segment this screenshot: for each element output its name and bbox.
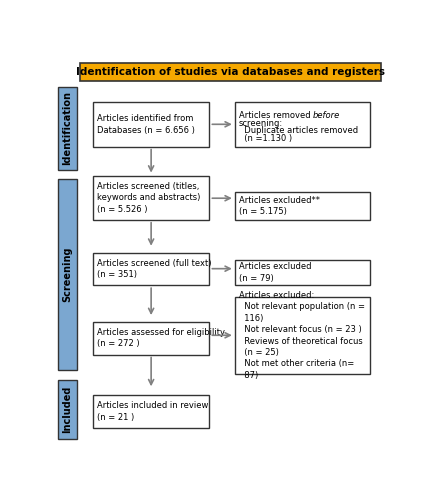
Text: screening:: screening: — [238, 118, 282, 128]
Text: Articles excluded**
(n = 5.175): Articles excluded** (n = 5.175) — [238, 196, 319, 216]
Text: Articles assessed for eligibility
(n = 272 ): Articles assessed for eligibility (n = 2… — [97, 328, 225, 348]
Text: Articles removed: Articles removed — [238, 111, 312, 120]
Text: Articles included in review
(n = 21 ): Articles included in review (n = 21 ) — [97, 401, 208, 421]
FancyBboxPatch shape — [234, 297, 369, 374]
Text: Duplicate articles removed: Duplicate articles removed — [238, 126, 357, 135]
FancyBboxPatch shape — [58, 380, 77, 439]
FancyBboxPatch shape — [234, 192, 369, 220]
Text: Screening: Screening — [62, 247, 72, 302]
Text: Identification: Identification — [62, 92, 72, 166]
Text: (n =1.130 ): (n =1.130 ) — [238, 134, 291, 143]
Text: Identification of studies via databases and registers: Identification of studies via databases … — [76, 67, 384, 77]
FancyBboxPatch shape — [234, 260, 369, 285]
Text: Articles screened (titles,
keywords and abstracts)
(n = 5.526 ): Articles screened (titles, keywords and … — [97, 182, 200, 214]
FancyBboxPatch shape — [58, 180, 77, 370]
FancyBboxPatch shape — [93, 322, 209, 354]
Text: Included: Included — [62, 386, 72, 433]
FancyBboxPatch shape — [93, 252, 209, 285]
FancyBboxPatch shape — [93, 102, 209, 146]
FancyBboxPatch shape — [93, 395, 209, 428]
Text: Articles identified from
Databases (n = 6.656 ): Articles identified from Databases (n = … — [97, 114, 194, 134]
FancyBboxPatch shape — [234, 102, 369, 146]
Text: before: before — [312, 111, 339, 120]
FancyBboxPatch shape — [79, 62, 381, 81]
FancyBboxPatch shape — [58, 87, 77, 170]
FancyBboxPatch shape — [93, 176, 209, 220]
Text: Articles excluded
(n = 79): Articles excluded (n = 79) — [238, 262, 311, 283]
Text: Articles screened (full text)
(n = 351): Articles screened (full text) (n = 351) — [97, 258, 211, 279]
Text: Articles excluded:
  Not relevant population (n =
  116)
  Not relevant focus (n: Articles excluded: Not relevant populati… — [238, 290, 364, 380]
